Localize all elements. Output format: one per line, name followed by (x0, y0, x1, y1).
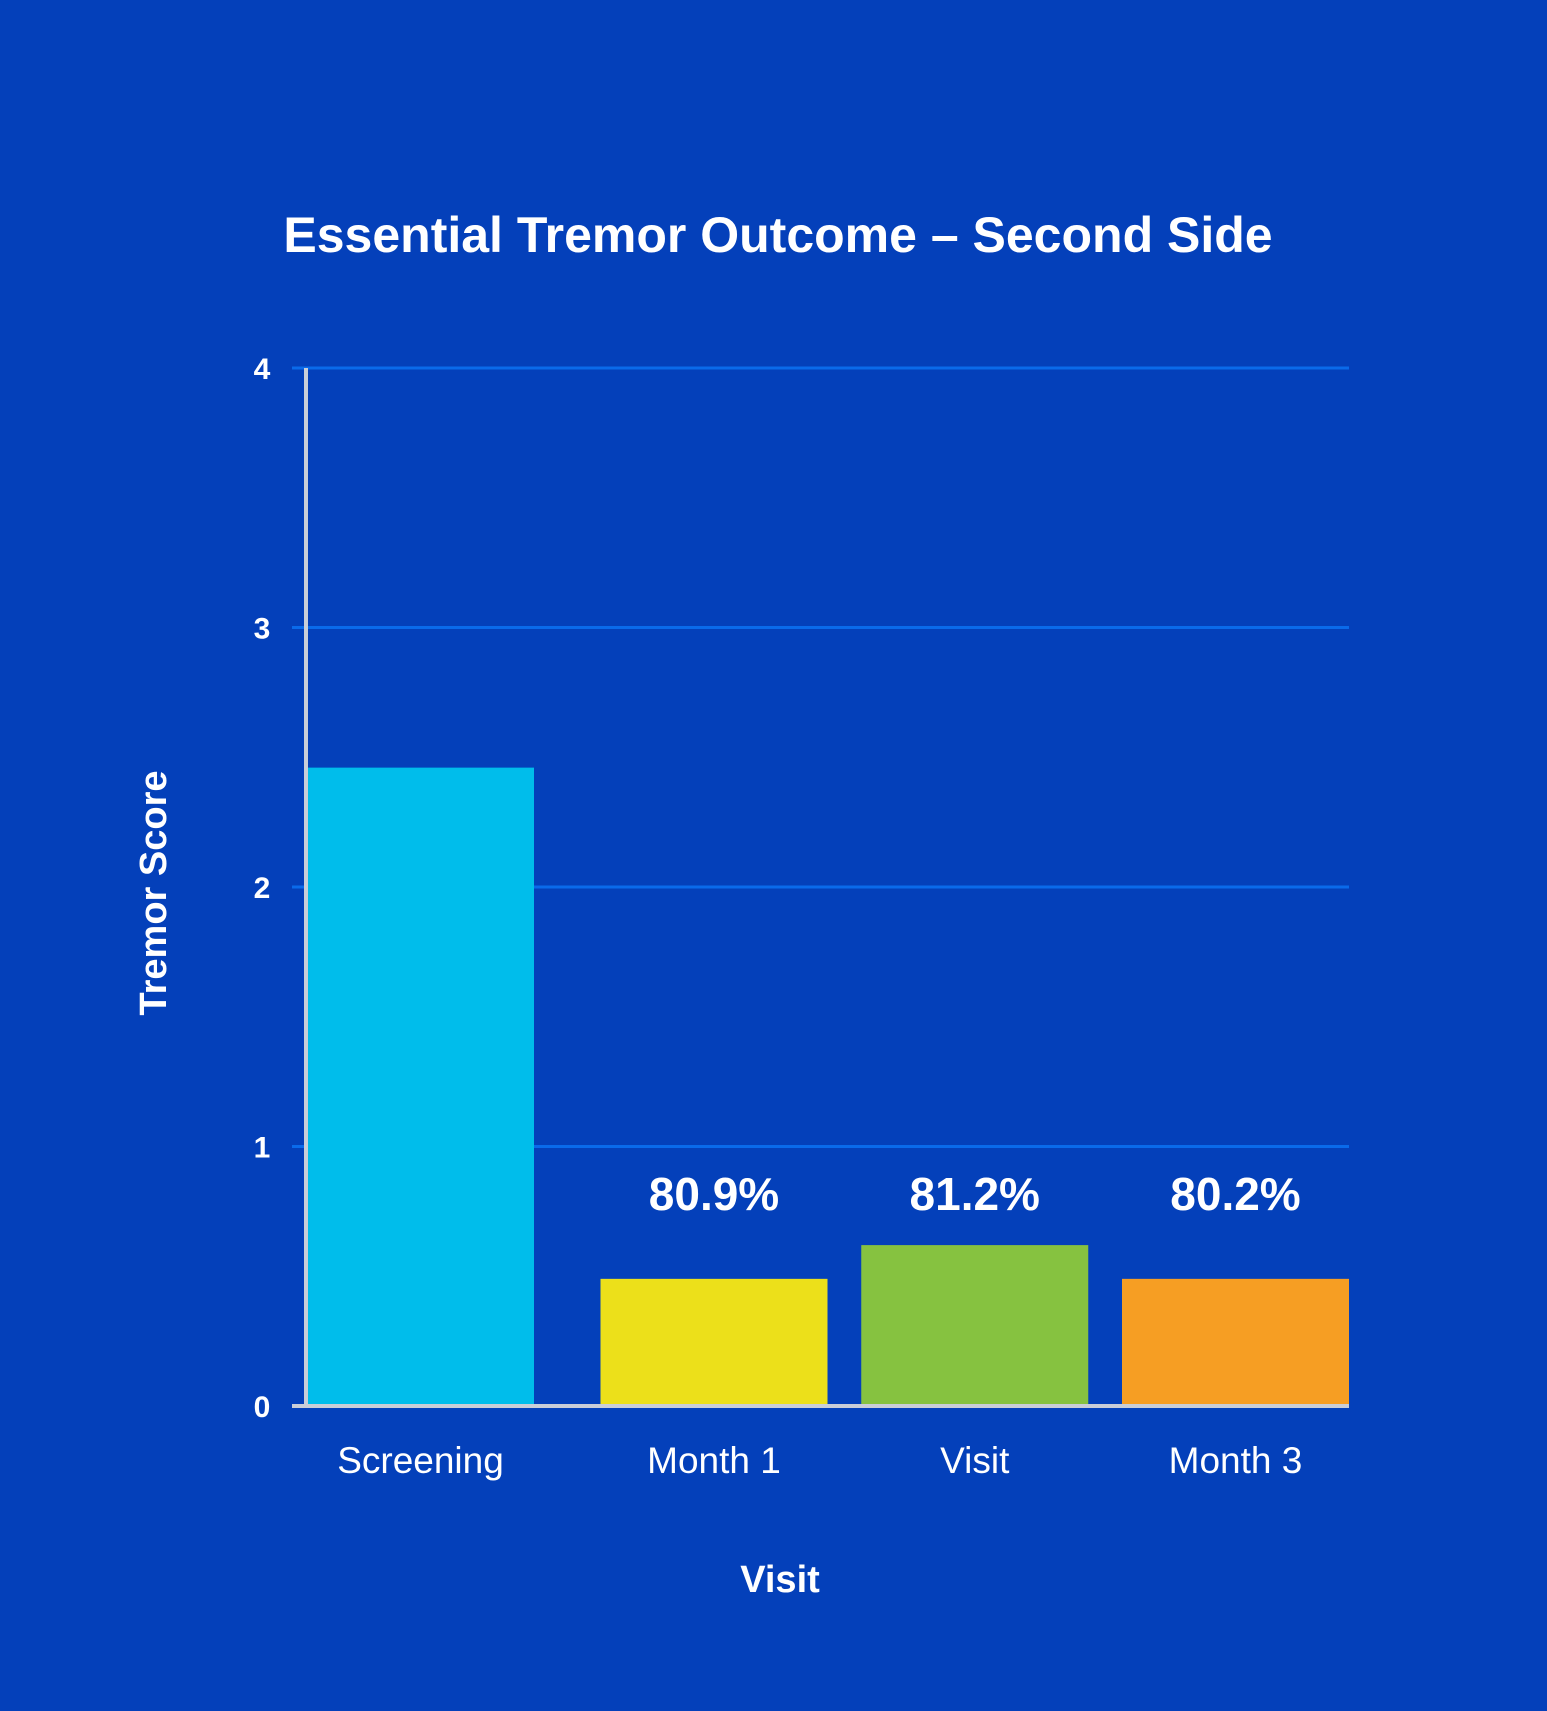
axes (292, 368, 1349, 1408)
data-label: 81.2% (910, 1168, 1040, 1220)
y-tick-labels: 0 1 2 3 4 (254, 353, 271, 1424)
bar-month-3 (1122, 1278, 1349, 1406)
data-label: 80.9% (649, 1168, 779, 1220)
chart-title: Essential Tremor Outcome – Second Side (283, 207, 1272, 263)
y-tick-label: 4 (254, 353, 271, 386)
bar-screening (307, 767, 534, 1406)
y-tick-label: 0 (254, 1391, 271, 1424)
y-tick-label: 2 (254, 872, 271, 905)
y-tick-label: 1 (254, 1132, 271, 1165)
x-axis-title: Visit (740, 1559, 820, 1601)
x-tick-labels: Screening Month 1 Visit Month 3 (337, 1440, 1302, 1481)
y-tick-label: 3 (254, 613, 271, 646)
bar-month-1 (600, 1278, 828, 1406)
bars (307, 767, 1349, 1406)
data-labels: 80.9% 81.2% 80.2% (649, 1168, 1301, 1220)
y-axis-title: Tremor Score (133, 771, 175, 1016)
x-tick-label: Month 1 (647, 1440, 781, 1481)
x-tick-label: Screening (337, 1440, 504, 1481)
bar-visit (861, 1245, 1089, 1406)
x-tick-label: Visit (940, 1440, 1010, 1481)
data-label: 80.2% (1170, 1168, 1300, 1220)
x-tick-label: Month 3 (1169, 1440, 1303, 1481)
